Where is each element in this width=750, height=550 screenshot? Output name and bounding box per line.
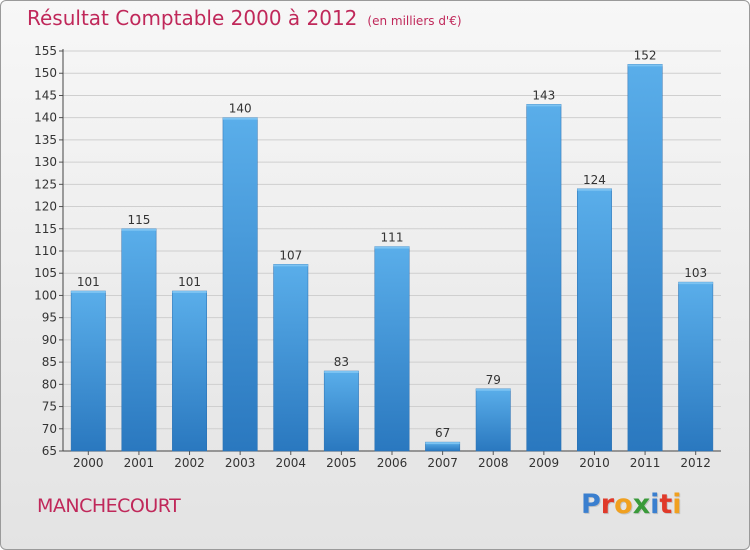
y-tick-label: 125 [34, 177, 57, 191]
bars [70, 64, 714, 452]
data-label-2001: 115 [127, 213, 150, 227]
y-tick-label: 115 [34, 222, 57, 236]
data-label-2004: 107 [279, 248, 302, 262]
bar-top-2003 [222, 117, 258, 120]
bar-2012 [678, 281, 714, 452]
y-tick-label: 155 [34, 44, 57, 58]
y-tick-label: 95 [42, 311, 57, 325]
bar-2011 [627, 64, 663, 452]
x-tick-label-2005: 2005 [326, 456, 357, 470]
data-label-2011: 152 [634, 48, 657, 62]
data-label-2007: 67 [435, 426, 450, 440]
x-tick-label-2008: 2008 [478, 456, 509, 470]
bar-2002 [172, 290, 207, 452]
y-tick-label: 110 [34, 244, 57, 258]
y-tick-label: 150 [34, 66, 57, 80]
chart-title-text: Résultat Comptable 2000 à 2012 [27, 6, 358, 30]
bar-2005 [323, 370, 359, 452]
x-tick-label-2012: 2012 [680, 456, 711, 470]
x-tick-label-2006: 2006 [377, 456, 408, 470]
y-tick-label: 105 [34, 266, 57, 280]
y-tick-label: 65 [42, 444, 57, 458]
y-tick-label: 120 [34, 200, 57, 214]
chart-title: Résultat Comptable 2000 à 2012 (en millie… [27, 6, 462, 30]
bar-top-2012 [678, 282, 713, 285]
bar-top-2008 [476, 388, 511, 391]
data-label-2002: 101 [178, 275, 201, 289]
x-tick-label-2009: 2009 [529, 456, 560, 470]
x-tick-label-2003: 2003 [225, 456, 256, 470]
data-label-2000: 101 [77, 275, 100, 289]
y-tick-label: 70 [42, 422, 57, 436]
y-tick-label: 75 [42, 400, 57, 414]
y-tick-label: 130 [34, 155, 57, 169]
data-label-2005: 83 [334, 355, 349, 369]
y-tick-label: 140 [34, 111, 57, 125]
data-label-2012: 103 [684, 266, 707, 280]
x-tick-label-2001: 2001 [124, 456, 155, 470]
x-tick-label-2000: 2000 [73, 456, 104, 470]
y-tick-label: 135 [34, 133, 57, 147]
bar-top-2001 [121, 228, 157, 231]
bar-2008 [475, 388, 511, 452]
bar-top-2011 [627, 64, 663, 67]
y-tick-label: 100 [34, 288, 57, 302]
bar-top-2010 [577, 188, 612, 191]
bar-top-2004 [273, 264, 308, 267]
x-tick-label-2011: 2011 [630, 456, 661, 470]
bar-2006 [374, 246, 410, 452]
data-label-2006: 111 [381, 231, 404, 245]
y-tick-label: 145 [34, 88, 57, 102]
y-tick-label: 90 [42, 333, 57, 347]
labels: 65 70 75 80 85 90 95 100 105 110 115 120 125 130 135 14… [34, 44, 711, 470]
y-tick-label: 85 [42, 355, 57, 369]
place-name: MANCHECOURT [37, 495, 181, 517]
y-tick-label: 80 [42, 377, 57, 391]
bar-top-2005 [324, 371, 359, 373]
bar-top-2000 [71, 291, 106, 293]
x-tick-label-2007: 2007 [427, 456, 458, 470]
bar-top-2007 [425, 442, 460, 445]
bar-2003 [222, 117, 258, 452]
data-label-2008: 79 [486, 373, 501, 387]
data-label-2009: 143 [532, 88, 555, 102]
bar-top-2009 [526, 104, 562, 107]
data-label-2010: 124 [583, 173, 606, 187]
bar-top-2002 [172, 291, 207, 293]
data-label-2003: 140 [229, 102, 252, 116]
bar-2010 [577, 188, 612, 452]
bar-2009 [526, 104, 562, 452]
x-tick-label-2004: 2004 [275, 456, 306, 470]
bar-top-2006 [374, 246, 410, 249]
x-tick-label-2010: 2010 [579, 456, 610, 470]
chart-subtitle: (en milliers d'€) [367, 14, 462, 28]
proxiti-logo: Proxiti [581, 489, 682, 520]
x-tick-label-2002: 2002 [174, 456, 205, 470]
bar-2004 [273, 264, 309, 452]
bar-2001 [121, 228, 157, 452]
bar-2000 [70, 290, 106, 452]
